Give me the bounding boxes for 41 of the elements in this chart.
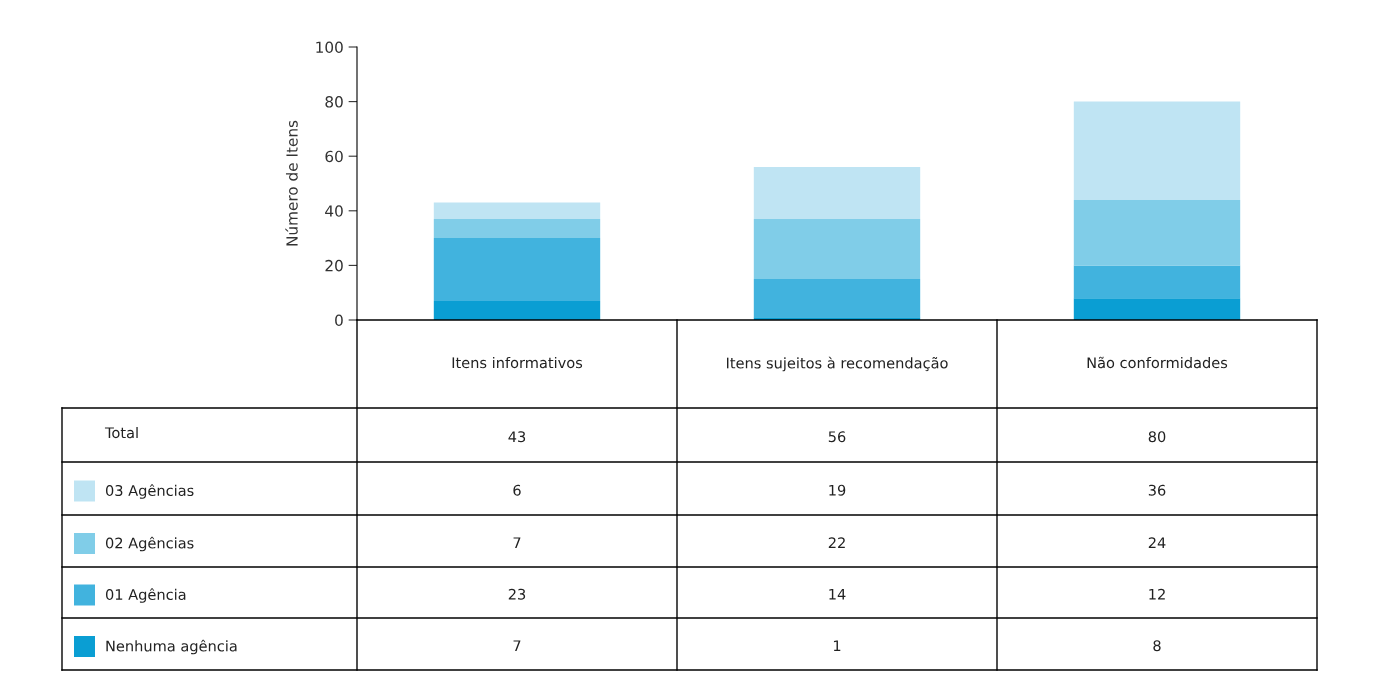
data-label: 22 xyxy=(828,537,845,549)
bar xyxy=(753,167,921,219)
text: Total xyxy=(104,426,138,439)
y-axis-title: Número de Itens xyxy=(285,120,298,246)
data-label: 19 xyxy=(829,484,846,496)
y-tick-label: 0 xyxy=(335,314,343,327)
data-label: 7 xyxy=(513,640,521,652)
bar xyxy=(433,202,601,219)
y-tick-label: 20 xyxy=(325,259,343,272)
bar xyxy=(433,218,601,239)
x-tick-label: Não conformidades xyxy=(1087,356,1228,369)
y-tick-label: 80 xyxy=(325,96,343,108)
data-label: 7 xyxy=(513,537,521,549)
y-tick-label: 100 xyxy=(316,41,343,54)
legend-label: 02 Agências xyxy=(105,536,194,552)
data-label: 8 xyxy=(1153,640,1161,652)
x-tick-label: Itens sujeitos à recomendação xyxy=(726,356,948,372)
bar xyxy=(753,279,921,318)
bar xyxy=(433,238,601,301)
bar xyxy=(1073,298,1241,320)
bar xyxy=(753,218,921,280)
bar xyxy=(1073,199,1241,266)
data-label: 14 xyxy=(829,588,846,600)
data-label: 36 xyxy=(1148,484,1166,496)
bar xyxy=(1073,265,1241,299)
legend-label: 03 Agências xyxy=(105,484,194,499)
data-label: 6 xyxy=(513,484,521,496)
legend-label: 01 Agência xyxy=(105,588,186,603)
x-tick-label: Itens informativos xyxy=(452,356,583,369)
bar xyxy=(433,300,601,320)
data-label: 23 xyxy=(508,588,526,600)
data-label: 1 xyxy=(833,640,841,652)
bar xyxy=(1073,101,1241,200)
legend-label: Nenhuma agência xyxy=(106,639,237,655)
data-label: 24 xyxy=(1148,537,1166,549)
y-tick-label: 40 xyxy=(325,205,343,217)
y-tick-label: 60 xyxy=(325,150,343,163)
data-label: 12 xyxy=(1149,588,1165,600)
text: 43 xyxy=(508,431,526,443)
text: 56 xyxy=(828,431,846,443)
text: 80 xyxy=(1148,431,1166,443)
